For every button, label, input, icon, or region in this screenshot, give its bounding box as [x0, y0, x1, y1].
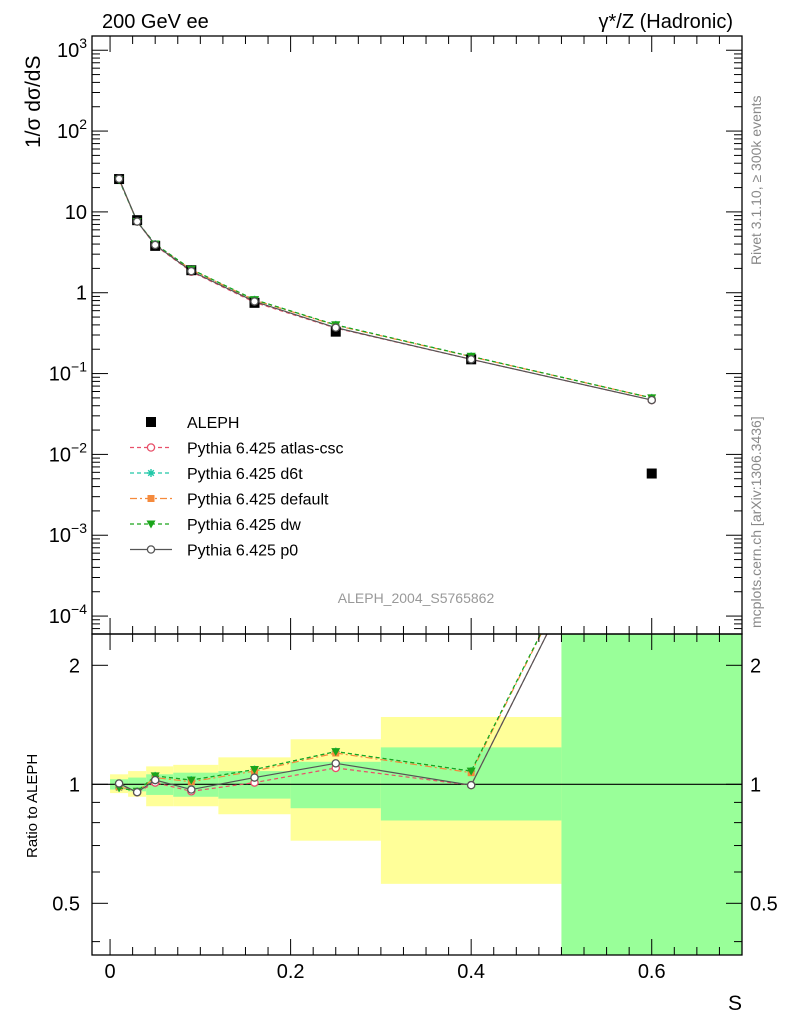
legend-marker-dw: [146, 520, 156, 529]
legend-label-default: Pythia 6.425 default: [187, 492, 329, 509]
ratio-point-p0: [132, 787, 142, 797]
analysis-watermark: ALEPH_2004_S5765862: [338, 590, 495, 606]
ratio-y-tick-label-right: 2: [750, 655, 761, 677]
main-y-tick-base: 10: [65, 202, 87, 224]
main-y-tick-label: 1: [76, 283, 87, 305]
main-y-tick-label: 10−4: [49, 601, 87, 628]
ratio-uncertainty-bands: [110, 634, 742, 955]
x-tick-label: 0.2: [277, 961, 305, 983]
rivet-label: Rivet 3.1.10, ≥ 300k events: [748, 95, 764, 265]
ratio-point-dw: [186, 776, 196, 785]
main-y-tick-exponent: −1: [71, 359, 87, 375]
main-y-tick-exponent: −3: [71, 520, 87, 536]
legend-label-atlas: Pythia 6.425 atlas-csc: [187, 441, 344, 458]
legend-label-aleph: ALEPH: [187, 415, 239, 432]
legend-label-d6t: Pythia 6.425 d6t: [187, 466, 303, 483]
series-point-p0: [331, 323, 340, 332]
main-y-axis-title: 1/σ dσ/dS: [22, 56, 45, 148]
ratio-y-axis-title: Ratio to ALEPH: [24, 754, 41, 858]
legend-marker-d6t: [147, 469, 155, 477]
main-y-tick-base: 10: [57, 121, 79, 143]
legend-marker-p0: [146, 545, 156, 554]
ratio-point-dw: [250, 766, 259, 775]
ratio-point-p0: [466, 780, 476, 790]
series-line-d6t: [118, 179, 652, 399]
ratio-point-dw: [331, 748, 341, 757]
ratio-point-p0: [187, 785, 196, 794]
main-y-tick-exponent: −2: [71, 439, 87, 455]
series-point-p0: [187, 266, 196, 276]
ratio-point-p0: [150, 775, 160, 785]
x-tick-label: 0.6: [638, 961, 666, 983]
series-line-dw: [118, 179, 652, 399]
ratio-series-group: [92, 634, 742, 797]
series-line-p0: [118, 178, 652, 401]
main-y-tick-base: 10: [49, 606, 71, 628]
process-label: γ*/Z (Hadronic): [599, 11, 733, 33]
main-y-tick-label: 102: [57, 116, 87, 143]
ratio-point-p0: [331, 759, 340, 768]
main-y-tick-exponent: −4: [71, 601, 87, 617]
mcplots-label: mcplots.cern.ch [arXiv:1306.3436]: [748, 416, 764, 628]
x-axis-title: S: [728, 992, 742, 1015]
main-y-tick-label: 10−3: [49, 520, 87, 547]
main-y-tick-label: 10−2: [49, 439, 87, 466]
x-tick-label: 0: [104, 961, 115, 983]
main-y-tick-label: 103: [57, 35, 87, 62]
series-point-p0: [114, 174, 124, 184]
energy-label: 200 GeV ee: [102, 11, 209, 33]
ratio-band-inner: [561, 634, 742, 955]
series-point-p0: [466, 355, 476, 364]
ratio-y-tick-label-left: 0.5: [52, 893, 80, 915]
ratio-point-p0: [250, 773, 259, 782]
legend-label-dw: Pythia 6.425 dw: [187, 517, 301, 534]
ratio-line-default: [118, 634, 542, 792]
ratio-plot-frame: [91, 633, 743, 956]
series-point-p0: [150, 240, 160, 250]
main-y-tick-label: 10: [65, 202, 87, 224]
series-point-p0: [647, 395, 656, 405]
legend-marker-aleph: [146, 417, 156, 427]
ratio-y-tick-label-right: 1: [750, 774, 761, 796]
legend-label-p0: Pythia 6.425 p0: [187, 543, 298, 560]
series-point-p0: [132, 217, 142, 226]
ratio-point-dw: [466, 767, 476, 776]
series-line-default: [118, 179, 652, 399]
main-y-tick-base: 10: [49, 525, 71, 547]
legend-marker-default: [147, 495, 155, 502]
ratio-point-p0: [114, 779, 124, 788]
legend-marker-atlas: [146, 443, 156, 452]
main-y-tick-base: 10: [49, 444, 71, 466]
ratio-y-tick-label-left: 1: [69, 774, 80, 796]
series-line-atlas: [118, 178, 652, 401]
ratio-y-tick-label-right: 0.5: [750, 893, 778, 915]
data-point-aleph: [646, 468, 657, 479]
main-y-tick-exponent: 3: [79, 35, 87, 51]
main-y-tick-base: 10: [57, 40, 79, 62]
main-series-group: [114, 174, 657, 479]
main-y-tick-exponent: 2: [79, 116, 87, 132]
x-tick-label: 0.4: [457, 961, 485, 983]
main-y-tick-base: 1: [76, 283, 87, 305]
legend: ALEPH Pythia 6.425 atlas-csc Pythia 6.425 …: [130, 415, 344, 560]
ratio-y-tick-label-left: 2: [69, 655, 80, 677]
series-point-p0: [250, 297, 259, 306]
main-y-tick-base: 10: [49, 364, 71, 386]
main-y-tick-label: 10−1: [49, 359, 87, 386]
